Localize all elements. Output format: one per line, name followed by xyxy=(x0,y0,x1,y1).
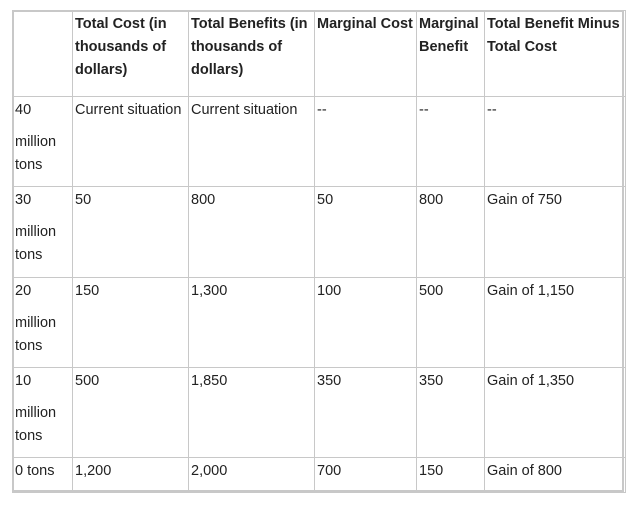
marginal-cost-cell: 100 xyxy=(314,277,417,368)
header-marginal-benefit: Marginal Benefit xyxy=(416,10,485,97)
header-net-benefit: Total Benefit Minus Total Cost xyxy=(484,10,626,97)
quantity-cell: 10 million tons xyxy=(12,367,73,458)
quantity-unit: million xyxy=(15,315,57,331)
table-row: 10 million tons 500 1,850 350 350 Gain o… xyxy=(12,367,626,458)
quantity-unit: million xyxy=(15,405,57,421)
marginal-benefit-cell: 350 xyxy=(416,367,485,458)
total-benefits-cell: 1,850 xyxy=(188,367,315,458)
marginal-benefit-cell: 800 xyxy=(416,186,485,278)
quantity-value: 10 xyxy=(15,373,32,389)
net-benefit-cell: Gain of 1,150 xyxy=(484,277,626,368)
quantity-cell: 20 million tons xyxy=(12,277,73,368)
quantity-unit-tons: tons xyxy=(15,428,43,444)
total-cost-cell: 1,200 xyxy=(72,457,189,493)
marginal-cost-cell: 50 xyxy=(314,186,417,278)
total-cost-cell: Current situation xyxy=(72,96,189,187)
quantity-cell: 0 tons xyxy=(12,457,73,493)
table-header-row: Total Cost (in thousands of dollars) Tot… xyxy=(12,10,626,97)
quantity-unit-tons: tons xyxy=(15,247,43,263)
header-net-benefit-text: Total Benefit Minus Total Cost xyxy=(487,16,620,55)
header-total-cost: Total Cost (in thousands of dollars) xyxy=(72,10,189,97)
cost-benefit-table: Total Cost (in thousands of dollars) Tot… xyxy=(12,10,626,493)
quantity-unit-tons: tons xyxy=(15,338,43,354)
marginal-benefit-cell: -- xyxy=(416,96,485,187)
quantity-unit-tons: tons xyxy=(15,157,43,173)
header-marginal-cost: Marginal Cost xyxy=(314,10,417,97)
total-benefits-cell: Current situation xyxy=(188,96,315,187)
total-benefits-cell: 800 xyxy=(188,186,315,278)
table-row: 20 million tons 150 1,300 100 500 Gain o… xyxy=(12,277,626,368)
net-benefit-cell: Gain of 1,350 xyxy=(484,367,626,458)
table-row: 30 million tons 50 800 50 800 Gain of 75… xyxy=(12,186,626,278)
total-benefits-cell: 2,000 xyxy=(188,457,315,493)
marginal-benefit-cell: 500 xyxy=(416,277,485,368)
marginal-cost-cell: 350 xyxy=(314,367,417,458)
total-cost-cell: 50 xyxy=(72,186,189,278)
quantity-cell: 40 million tons xyxy=(12,96,73,187)
net-benefit-cell: Gain of 800 xyxy=(484,457,626,493)
header-quantity xyxy=(12,10,73,97)
table-row: 40 million tons Current situation Curren… xyxy=(12,96,626,187)
quantity-cell: 30 million tons xyxy=(12,186,73,278)
table-row: 0 tons 1,200 2,000 700 150 Gain of 800 xyxy=(12,457,626,493)
header-total-benefits: Total Benefits (in thousands of dollars) xyxy=(188,10,315,97)
total-cost-cell: 500 xyxy=(72,367,189,458)
marginal-cost-cell: -- xyxy=(314,96,417,187)
net-benefit-cell: Gain of 750 xyxy=(484,186,626,278)
quantity-value: 0 tons xyxy=(15,463,55,479)
marginal-cost-cell: 700 xyxy=(314,457,417,493)
marginal-benefit-cell: 150 xyxy=(416,457,485,493)
quantity-unit: million xyxy=(15,134,57,150)
quantity-value: 20 xyxy=(15,283,32,299)
total-cost-cell: 150 xyxy=(72,277,189,368)
quantity-value: 30 xyxy=(15,192,32,208)
quantity-unit: million xyxy=(15,224,57,240)
net-benefit-cell: -- xyxy=(484,96,626,187)
quantity-value: 40 xyxy=(15,102,32,118)
total-benefits-cell: 1,300 xyxy=(188,277,315,368)
